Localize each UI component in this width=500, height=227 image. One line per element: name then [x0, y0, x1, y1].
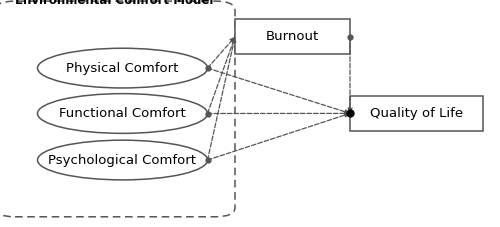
- Ellipse shape: [38, 48, 207, 88]
- Text: Psychological Comfort: Psychological Comfort: [48, 153, 197, 167]
- Text: Physical Comfort: Physical Comfort: [66, 62, 178, 75]
- Text: Functional Comfort: Functional Comfort: [59, 107, 186, 120]
- Text: Environmental Comfort Model: Environmental Comfort Model: [15, 0, 214, 7]
- Bar: [350, 96, 482, 131]
- Ellipse shape: [38, 94, 207, 133]
- FancyBboxPatch shape: [0, 1, 235, 217]
- Text: Burnout: Burnout: [266, 30, 319, 43]
- Text: Quality of Life: Quality of Life: [370, 107, 463, 120]
- Ellipse shape: [38, 140, 207, 180]
- Bar: [235, 19, 350, 54]
